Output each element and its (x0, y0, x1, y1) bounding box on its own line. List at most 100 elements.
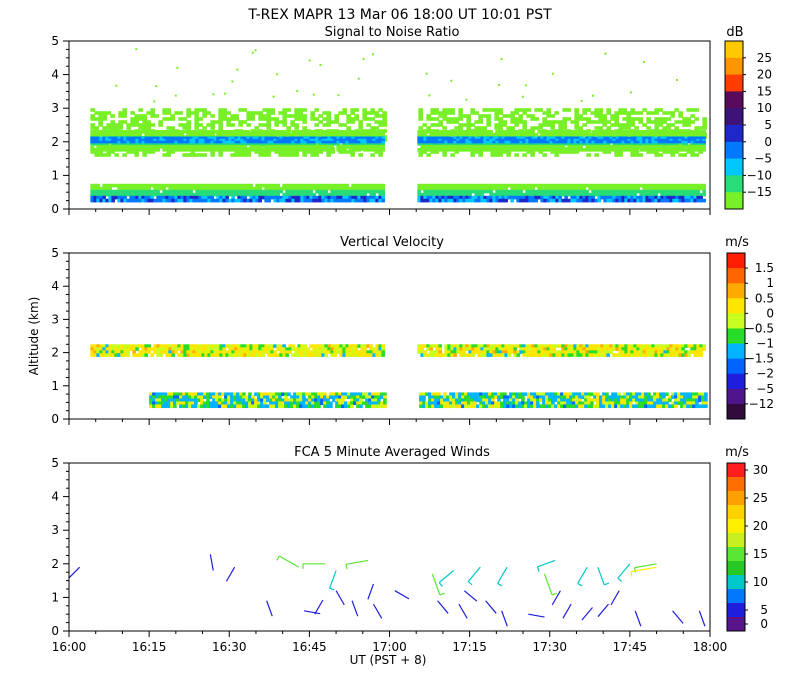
snr-echo-band (255, 142, 259, 146)
snr-boundary-layer (450, 183, 454, 188)
vv-upper-band (534, 350, 538, 354)
snr-echo-band (123, 145, 127, 149)
snr-boundary-layer (351, 195, 355, 200)
snr-echo-band (429, 142, 433, 146)
snr-boundary-layer (192, 186, 196, 191)
snr-echo-core (96, 138, 100, 142)
snr-boundary-layer (267, 186, 271, 191)
snr-echo-speckle (294, 132, 299, 136)
snr-boundary-layer (546, 186, 550, 191)
snr-echo-band (429, 133, 433, 137)
vv-upper-band (627, 347, 631, 351)
snr-echo-core (309, 138, 313, 142)
snr-boundary-layer (300, 198, 304, 203)
snr-echo-band (108, 133, 112, 137)
snr-echo-core (168, 136, 172, 140)
snr-boundary-layer (177, 192, 181, 197)
snr-boundary-layer (225, 183, 229, 188)
vv-upper-band (576, 347, 580, 351)
snr-echo-band (267, 142, 271, 146)
vv-upper-band (114, 350, 118, 354)
snr-boundary-layer (486, 186, 490, 191)
snr-echo-core (120, 140, 124, 144)
snr-echo-speckle (146, 120, 151, 124)
snr-boundary-layer (432, 195, 436, 200)
snr-echo-core (591, 136, 595, 140)
vv-upper-band (471, 347, 475, 351)
snr-echo-speckle (498, 153, 503, 157)
vv-upper-band (633, 350, 637, 354)
snr-boundary-layer (513, 192, 517, 197)
snr-echo-band (201, 130, 205, 134)
vv-upper-band (429, 350, 433, 354)
snr-echo-speckle (526, 108, 531, 112)
snr-echo-band (462, 145, 466, 149)
snr-echo-band (225, 145, 229, 149)
snr-echo-core (150, 138, 154, 142)
snr-echo-band (492, 145, 496, 149)
snr-echo-speckle (226, 117, 231, 121)
snr-boundary-layer (156, 183, 160, 188)
snr-echo-band (459, 145, 463, 149)
snr-echo-speckle (238, 123, 243, 127)
snr-boundary-layer (249, 186, 253, 191)
snr-boundary-layer (189, 198, 193, 203)
snr-echo-band (492, 142, 496, 146)
vv-upper-band (594, 344, 598, 348)
vv-upper-band (315, 350, 319, 354)
vv-upper-band (537, 350, 541, 354)
snr-echo-speckle (470, 108, 475, 112)
snr-echo-core (417, 138, 421, 142)
snr-echo-core (156, 136, 160, 140)
snr-noise-dot (675, 78, 678, 81)
snr-echo-core (153, 140, 157, 144)
snr-echo-band (537, 142, 541, 146)
snr-echo-core (363, 138, 367, 142)
vv-upper-band (642, 353, 646, 357)
snr-echo-speckle (194, 108, 199, 112)
snr-boundary-layer (645, 192, 649, 197)
vv-upper-band (285, 350, 289, 354)
snr-boundary-layer (222, 186, 226, 191)
snr-boundary-layer (501, 186, 505, 191)
snr-echo-core (603, 136, 607, 140)
snr-echo-band (165, 145, 169, 149)
snr-boundary-layer (477, 189, 481, 194)
snr-echo-speckle (674, 126, 679, 130)
snr-boundary-layer (669, 189, 673, 194)
snr-boundary-layer (276, 198, 280, 203)
vv-upper-band (510, 344, 514, 348)
snr-boundary-layer (573, 183, 577, 188)
snr-echo-speckle (702, 120, 707, 124)
snr-echo-core (246, 140, 250, 144)
snr-boundary-layer (474, 189, 478, 194)
vv-upper-band (522, 353, 526, 357)
snr-echo-speckle (622, 108, 627, 112)
snr-noise-dot (276, 73, 279, 76)
snr-echo-band (618, 142, 622, 146)
snr-boundary-layer (306, 198, 310, 203)
snr-boundary-layer (153, 198, 157, 203)
snr-echo-speckle (294, 126, 299, 130)
snr-echo-band (138, 142, 142, 146)
snr-echo-band (375, 133, 379, 137)
snr-echo-band (615, 142, 619, 146)
snr-noise-dot (337, 94, 340, 97)
vv-upper-band (507, 350, 511, 354)
snr-boundary-layer (207, 186, 211, 191)
snr-echo-band (522, 142, 526, 146)
snr-echo-speckle (210, 153, 215, 157)
snr-echo-band (456, 133, 460, 137)
snr-boundary-layer (528, 195, 532, 200)
snr-echo-band (588, 145, 592, 149)
snr-echo-band (258, 148, 262, 152)
snr-boundary-layer (138, 192, 142, 197)
snr-boundary-layer (195, 183, 199, 188)
vv-upper-band (606, 353, 610, 357)
vv-upper-band (249, 344, 253, 348)
snr-boundary-layer (534, 183, 538, 188)
snr-echo-band (375, 148, 379, 152)
snr-echo-speckle (106, 153, 111, 157)
snr-echo-band (672, 142, 676, 146)
snr-echo-band (645, 148, 649, 152)
